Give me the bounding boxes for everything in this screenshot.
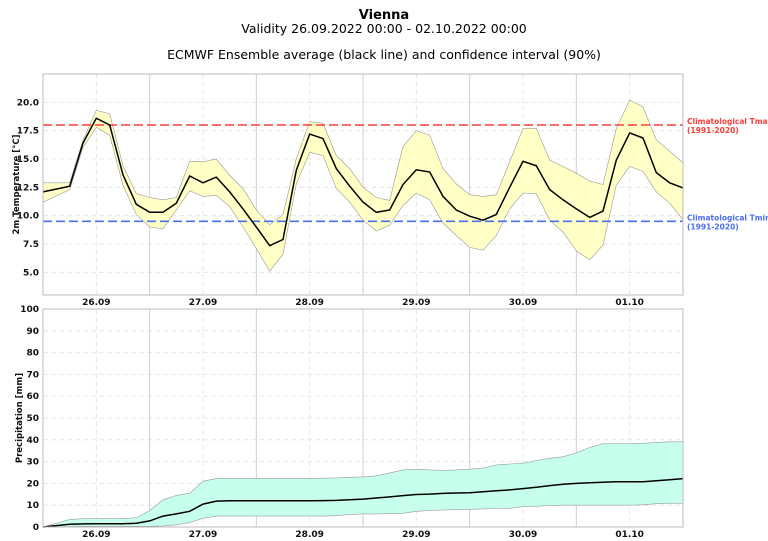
y-axis-label: 2m Temperature [°C]: [12, 134, 22, 234]
x-tick-label: 28.09: [295, 298, 323, 308]
x-tick-label: 30.09: [509, 530, 537, 540]
plot-frame: [42, 73, 684, 296]
y-tick-label: 5.0: [23, 268, 39, 278]
reference-label: Climatological Tmax: [687, 117, 768, 126]
x-tick-label: 28.09: [295, 530, 323, 540]
chart-title: Vienna: [359, 8, 409, 23]
y-tick-label: 50: [26, 414, 39, 424]
chart-subtitle: ECMWF Ensemble average (black line) and …: [167, 47, 601, 62]
y-tick-label: 10.0: [17, 212, 39, 222]
validity-text: Validity 26.09.2022 00:00 - 02.10.2022 0…: [241, 21, 527, 36]
x-tick-label: 29.09: [402, 530, 430, 540]
x-tick-label: 30.09: [509, 298, 537, 308]
y-tick-label: 60: [26, 392, 39, 402]
plot-frame: [42, 308, 684, 528]
reference-label: Climatological Tmin: [687, 213, 768, 222]
x-tick-label: 26.09: [82, 298, 110, 308]
y-axis-label: Precipitation [mm]: [15, 373, 25, 463]
x-tick-label: 27.09: [189, 530, 217, 540]
x-tick-label: 29.09: [402, 298, 430, 308]
x-tick-label: 26.09: [82, 530, 110, 540]
ensemble-mean-line: [42, 477, 684, 528]
y-tick-label: 10: [26, 501, 39, 511]
ensemble-mean-line: [42, 117, 684, 247]
temperature-panel: 5.0 7.5 10.0 12.5 15.0 17.5 20.0 26.09 27.09 28.0…: [12, 73, 768, 308]
y-tick-label: 80: [26, 349, 39, 359]
y-tick-label: 0: [33, 523, 39, 533]
y-tick-label: 7.5: [23, 240, 39, 250]
y-tick-label: 12.5: [17, 183, 39, 193]
y-tick-label: 20.0: [17, 98, 39, 108]
y-tick-label: 70: [26, 370, 39, 380]
y-tick-label: 40: [26, 436, 39, 446]
y-tick-label: 15.0: [17, 155, 39, 165]
x-tick-label: 27.09: [189, 298, 217, 308]
x-tick-label: 01.10: [615, 298, 643, 308]
y-tick-label: 90: [26, 327, 39, 337]
x-tick-label: 01.10: [615, 530, 643, 540]
y-tick-label: 17.5: [17, 127, 39, 137]
precipitation-panel: 0 10 20 30 40 50 60 70 80 90 100 26.09 27.09 28.09 29.…: [15, 305, 684, 540]
y-tick-label: 100: [20, 305, 39, 315]
y-tick-label: 30: [26, 458, 39, 468]
reference-period: (1991-2020): [687, 126, 739, 135]
y-tick-label: 20: [26, 479, 39, 489]
reference-period: (1991-2020): [687, 222, 739, 231]
